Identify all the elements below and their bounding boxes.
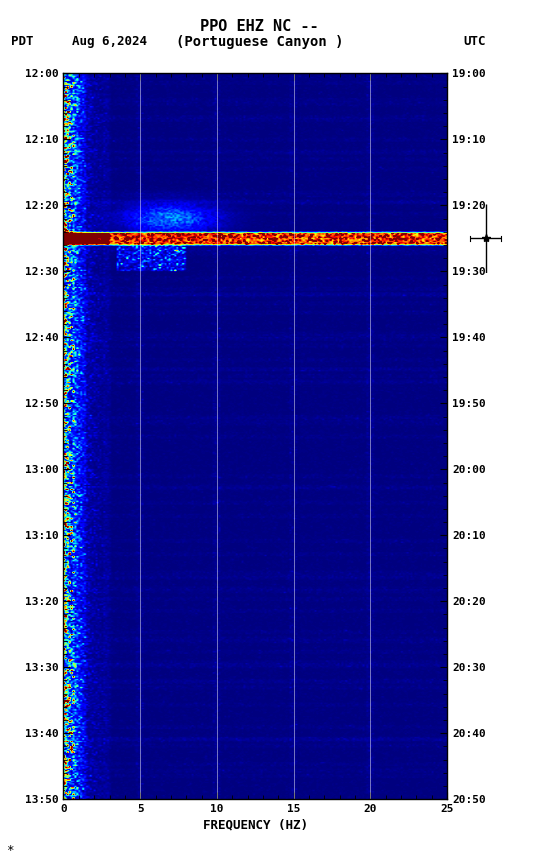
X-axis label: FREQUENCY (HZ): FREQUENCY (HZ) (203, 818, 308, 831)
Text: PPO EHZ NC --: PPO EHZ NC -- (200, 19, 319, 34)
Text: UTC: UTC (463, 35, 486, 48)
Text: (Portuguese Canyon ): (Portuguese Canyon ) (176, 35, 343, 48)
Text: PDT: PDT (11, 35, 34, 48)
Text: *: * (6, 844, 13, 857)
Text: Aug 6,2024: Aug 6,2024 (72, 35, 147, 48)
